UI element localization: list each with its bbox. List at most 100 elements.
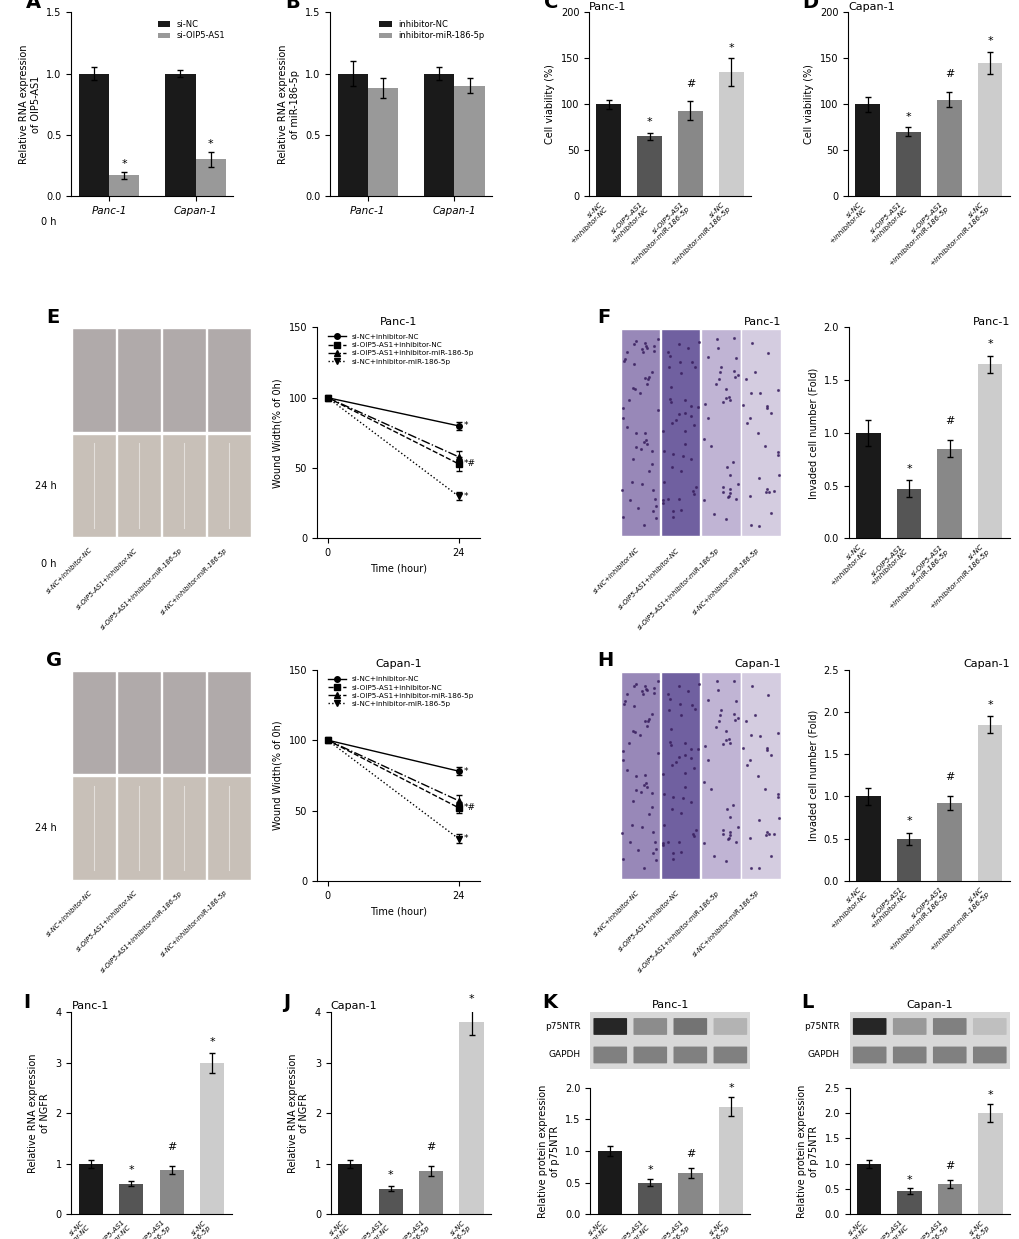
- Point: [633, 817, 649, 836]
- Text: si-OIP5-AS1+inhibitor-NC: si-OIP5-AS1+inhibitor-NC: [75, 546, 139, 611]
- Point: [758, 479, 774, 499]
- Point: [677, 732, 693, 752]
- Bar: [718, 72, 743, 196]
- Point: [644, 501, 660, 520]
- Point: [663, 413, 680, 432]
- Point: [663, 787, 680, 807]
- Point: [751, 726, 767, 746]
- FancyBboxPatch shape: [741, 672, 780, 878]
- Text: si-NC+inhibitor-NC: si-NC+inhibitor-NC: [46, 890, 94, 938]
- Point: [640, 369, 656, 389]
- Bar: [596, 104, 621, 196]
- Title: Capan-1: Capan-1: [375, 659, 422, 669]
- Point: [728, 348, 744, 368]
- Text: I: I: [23, 994, 31, 1012]
- Text: Panc-1: Panc-1: [589, 1, 626, 11]
- Point: [643, 783, 659, 803]
- Point: [690, 740, 706, 760]
- Point: [646, 489, 662, 509]
- Point: [646, 341, 662, 361]
- Point: [628, 332, 644, 352]
- Point: [638, 716, 654, 736]
- Bar: [200, 1063, 224, 1214]
- Point: [705, 846, 721, 866]
- Point: [720, 465, 737, 484]
- Text: Capan-1: Capan-1: [330, 1001, 377, 1011]
- Text: C: C: [543, 0, 557, 12]
- Point: [659, 489, 676, 509]
- Point: [750, 515, 766, 535]
- Point: [686, 826, 702, 846]
- Point: [654, 493, 671, 513]
- Point: [717, 730, 734, 750]
- Bar: [896, 489, 920, 539]
- Point: [643, 797, 659, 817]
- Bar: [896, 839, 920, 881]
- Bar: [977, 63, 1002, 196]
- Point: [625, 335, 641, 354]
- Point: [633, 475, 649, 494]
- Point: [696, 736, 712, 756]
- Point: [761, 846, 777, 866]
- Bar: [424, 73, 454, 196]
- Point: [721, 479, 738, 499]
- Point: [762, 745, 779, 764]
- Point: [717, 721, 734, 741]
- Text: *: *: [647, 1165, 652, 1175]
- Point: [723, 795, 740, 815]
- Point: [738, 413, 754, 432]
- Text: p75NTR: p75NTR: [804, 1022, 840, 1031]
- Point: [654, 833, 671, 852]
- Point: [645, 823, 661, 843]
- Point: [719, 829, 736, 849]
- Bar: [159, 1170, 183, 1214]
- Point: [683, 748, 699, 768]
- Point: [683, 406, 699, 426]
- Point: [762, 403, 779, 422]
- Point: [728, 831, 744, 851]
- Point: [712, 700, 729, 720]
- Point: [618, 342, 634, 362]
- Point: [686, 757, 702, 777]
- Point: [742, 515, 758, 535]
- Point: [686, 483, 702, 503]
- Point: [761, 503, 777, 523]
- Point: [711, 362, 728, 382]
- Point: [664, 849, 681, 869]
- Bar: [678, 1173, 702, 1214]
- Point: [728, 690, 744, 710]
- Point: [628, 779, 644, 799]
- Point: [636, 774, 652, 794]
- Y-axis label: Relative RNA expression
of NGFR: Relative RNA expression of NGFR: [287, 1053, 309, 1173]
- Point: [714, 392, 731, 411]
- Text: *: *: [121, 159, 126, 169]
- Point: [620, 390, 636, 410]
- Bar: [165, 73, 196, 196]
- Text: B: B: [284, 0, 300, 12]
- Point: [696, 394, 712, 414]
- Text: *: *: [464, 421, 468, 430]
- Text: #: #: [167, 1141, 176, 1151]
- Point: [638, 374, 654, 394]
- Legend: si-NC, si-OIP5-AS1: si-NC, si-OIP5-AS1: [155, 16, 229, 43]
- Point: [669, 831, 686, 851]
- Point: [758, 398, 774, 418]
- Point: [614, 352, 631, 372]
- Point: [708, 672, 725, 691]
- Point: [660, 700, 677, 720]
- Point: [750, 468, 766, 488]
- Point: [730, 366, 746, 385]
- Legend: si-NC+inhibitor-NC, si-OIP5-AS1+inhibitor-NC, si-OIP5-AS1+inhibitor-miR-186-5p, : si-NC+inhibitor-NC, si-OIP5-AS1+inhibito…: [324, 331, 476, 368]
- Text: L: L: [801, 994, 813, 1012]
- Text: si-OIP5-AS1+inhibitor-NC: si-OIP5-AS1+inhibitor-NC: [616, 546, 680, 611]
- Point: [613, 481, 630, 501]
- Point: [751, 383, 767, 403]
- Text: *: *: [986, 339, 993, 349]
- Point: [690, 674, 706, 694]
- Text: Panc-1: Panc-1: [71, 1001, 109, 1011]
- Point: [620, 732, 636, 752]
- Point: [637, 773, 653, 793]
- Point: [758, 740, 774, 760]
- Point: [664, 501, 681, 520]
- FancyBboxPatch shape: [162, 670, 206, 774]
